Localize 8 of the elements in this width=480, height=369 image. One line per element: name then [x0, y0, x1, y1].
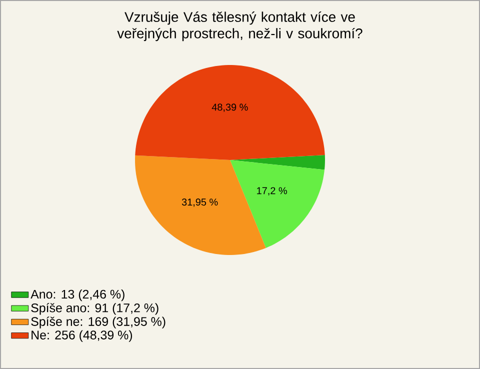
data-label: 31,95 % [182, 198, 218, 207]
legend-label: Ne: 256 (48,39 %) [32, 330, 132, 342]
legend-label: Spíše ne: 169 (31,95 %) [31, 316, 166, 328]
chart-title: Vzrušuje Vás tělesný kontakt více ve veřejných prostrech, než-li v soukromí? [117, 12, 362, 42]
legend-label: Spíše ano: 91 (17,2 %) [31, 302, 158, 315]
data-label: 17,2 % [257, 187, 287, 196]
data-label: 48,39 % [212, 104, 248, 112]
legend-label: Ano: 13 (2,46 %) [30, 289, 124, 302]
